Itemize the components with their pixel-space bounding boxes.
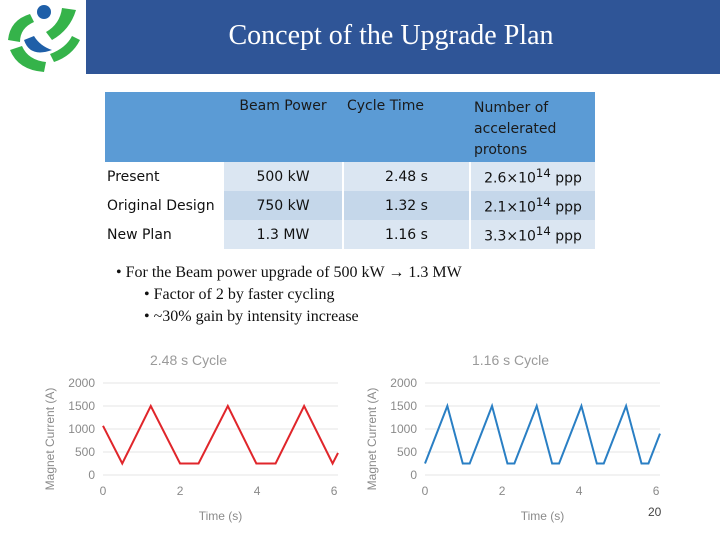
page-number: 20 <box>648 505 662 519</box>
table-row: Original Design 750 kW 1.32 s 2.1×1014 p… <box>105 191 595 220</box>
chart-title: 2.48 s Cycle <box>150 352 227 368</box>
chart-2-48s-cycle: 2.48 s Cycle 0 500 1000 1500 2000 0 2 4 6 Time (s)… <box>43 352 339 523</box>
x-tick-label: 0 <box>422 484 429 498</box>
protons-unit: ppp <box>550 199 582 216</box>
power-cell: 1.3 MW <box>222 220 343 249</box>
protons-cell: 2.6×1014 ppp <box>469 162 595 191</box>
y-tick-label: 500 <box>75 445 95 459</box>
protons-unit: ppp <box>550 228 582 245</box>
y-tick-label: 1500 <box>68 399 95 413</box>
protons-unit: ppp <box>550 170 582 187</box>
bullet-main: • For the Beam power upgrade of 500 kW →… <box>116 264 462 281</box>
protons-base: 2.6×10 <box>484 170 536 187</box>
table-header-cell: Number of accelerated protons <box>470 92 595 162</box>
y-tick-label: 0 <box>88 468 95 482</box>
protons-exponent: 14 <box>535 166 551 181</box>
protons-base: 2.1×10 <box>484 199 536 216</box>
y-axis-label: Magnet Current (A) <box>365 388 379 491</box>
row-label: New Plan <box>107 226 172 243</box>
series-line <box>102 403 339 466</box>
cycle-cell: 1.32 s <box>342 191 470 220</box>
table-header-row: Beam Power Cycle Time Number of accelera… <box>105 92 595 162</box>
bullet-main-text: For the Beam power upgrade of 500 kW → 1… <box>125 264 462 281</box>
y-tick-label: 2000 <box>390 376 417 390</box>
page-title: Concept of the Upgrade Plan <box>228 20 554 51</box>
series-line <box>424 402 661 465</box>
bullet-sub: • Factor of 2 by faster cycling <box>144 286 335 303</box>
protons-cell: 3.3×1014 ppp <box>469 220 595 249</box>
x-axis-label: Time (s) <box>521 509 565 523</box>
protons-cell: 2.1×1014 ppp <box>469 191 595 220</box>
x-tick-label: 2 <box>177 484 184 498</box>
protons-exponent: 14 <box>535 224 551 239</box>
y-tick-label: 500 <box>397 445 417 459</box>
bullet-sub-text: ~30% gain by intensity increase <box>153 308 359 325</box>
table-row: New Plan 1.3 MW 1.16 s 3.3×1014 ppp <box>105 220 595 249</box>
table-header-cell: Beam Power <box>223 92 343 162</box>
x-tick-label: 2 <box>499 484 506 498</box>
x-tick-label: 0 <box>100 484 107 498</box>
y-tick-label: 1000 <box>68 422 95 436</box>
comparison-table: Beam Power Cycle Time Number of accelera… <box>105 92 595 249</box>
y-tick-label: 1500 <box>390 399 417 413</box>
protons-base: 3.3×10 <box>484 228 536 245</box>
y-axis-label: Magnet Current (A) <box>43 388 57 491</box>
row-label: Original Design <box>107 197 215 214</box>
cycle-cell: 2.48 s <box>342 162 470 191</box>
table-header-cell: Cycle Time <box>343 92 470 162</box>
cycle-cell: 1.16 s <box>342 220 470 249</box>
title-bar <box>86 0 720 74</box>
bullet-list: • For the Beam power upgrade of 500 kW →… <box>116 262 462 328</box>
table-row: Present 500 kW 2.48 s 2.6×1014 ppp <box>105 162 595 191</box>
x-tick-label: 4 <box>576 484 583 498</box>
y-tick-label: 2000 <box>68 376 95 390</box>
x-tick-label: 6 <box>331 484 338 498</box>
logo-icon <box>8 5 80 72</box>
x-axis-label: Time (s) <box>199 509 243 523</box>
protons-exponent: 14 <box>535 195 551 210</box>
row-label: Present <box>107 168 160 185</box>
bullet-sub-text: Factor of 2 by faster cycling <box>153 286 335 303</box>
chart-1-16s-cycle: 1.16 s Cycle 0 500 1000 1500 2000 0 2 4 6 Time (s)… <box>365 352 661 523</box>
y-tick-label: 0 <box>410 468 417 482</box>
power-cell: 500 kW <box>222 162 343 191</box>
x-tick-label: 6 <box>653 484 660 498</box>
power-cell: 750 kW <box>222 191 343 220</box>
chart-title: 1.16 s Cycle <box>472 352 549 368</box>
y-tick-label: 1000 <box>390 422 417 436</box>
x-tick-label: 4 <box>254 484 261 498</box>
table-header-cell <box>105 92 223 162</box>
bullet-sub: • ~30% gain by intensity increase <box>144 308 359 325</box>
